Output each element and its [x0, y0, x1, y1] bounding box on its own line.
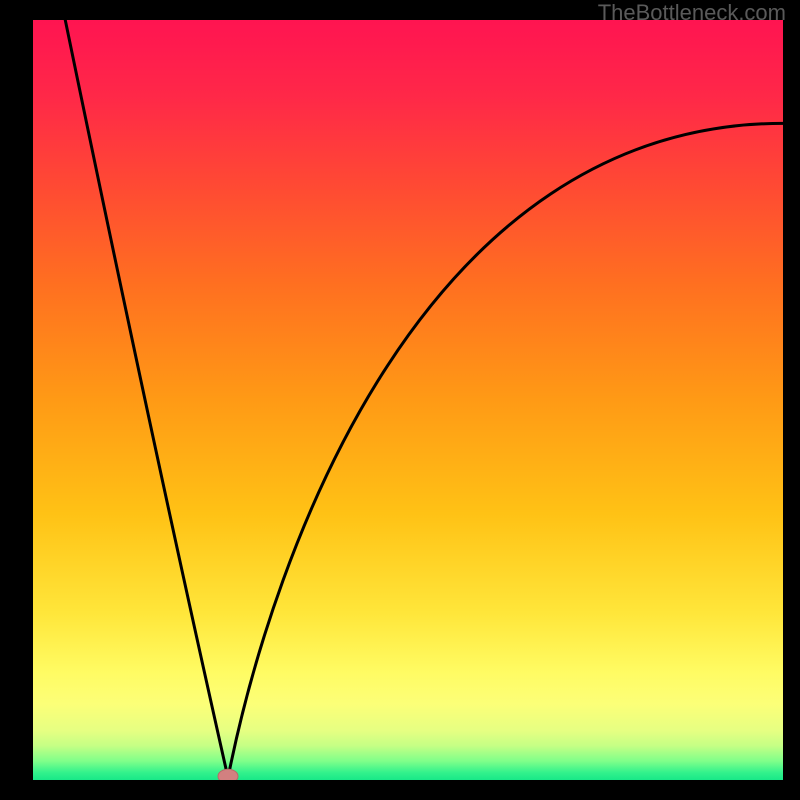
watermark-text: TheBottleneck.com — [598, 0, 786, 26]
plot-area — [33, 20, 783, 780]
vertex-marker — [218, 769, 238, 780]
curve-layer — [33, 20, 783, 780]
chart-container: TheBottleneck.com — [0, 0, 800, 800]
